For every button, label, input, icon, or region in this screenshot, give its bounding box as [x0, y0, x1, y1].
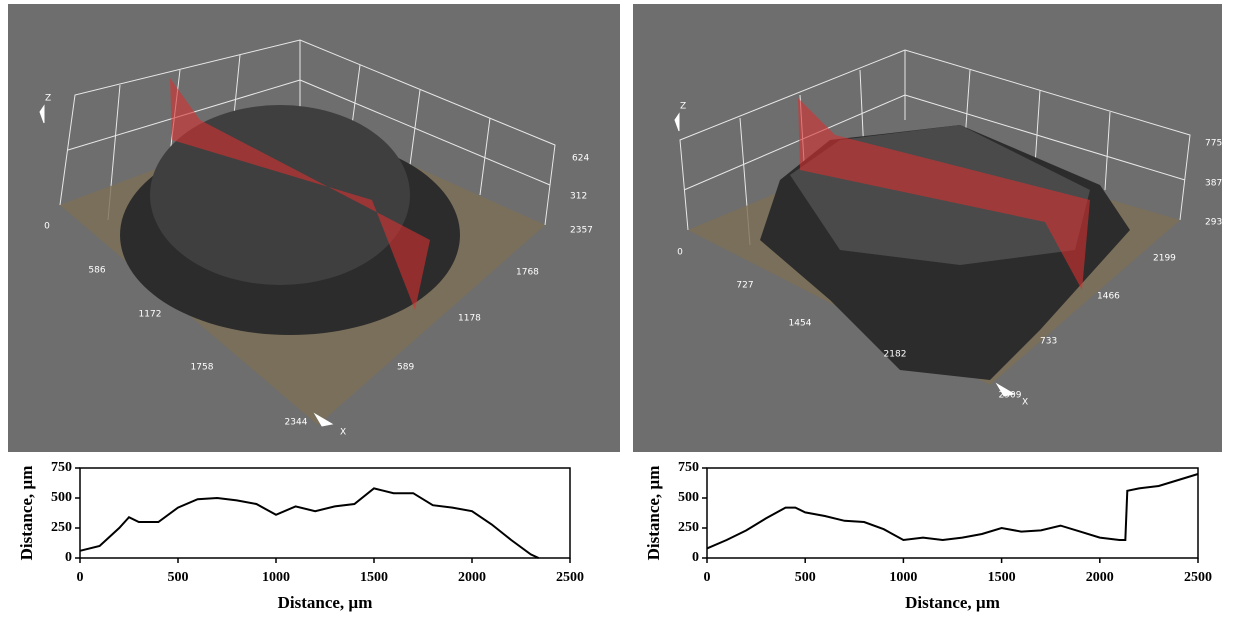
x-axis-title: Distance, µm: [905, 593, 1000, 612]
x-tick-label: 2000: [458, 570, 486, 585]
axis-arrow: [39, 104, 45, 124]
y-tick-label: 250: [678, 520, 699, 535]
y-tick-label: 1178: [458, 314, 481, 324]
axis-arrow: [313, 412, 334, 427]
x-tick-label: 0: [677, 248, 683, 258]
plot-frame: [79, 467, 571, 559]
x-tick-label: 2344: [285, 418, 308, 428]
axis-label: X: [1022, 398, 1028, 408]
x-tick-label: 1000: [889, 570, 917, 585]
y-tick-label: 733: [1040, 337, 1057, 347]
x-tick-label: 0: [44, 222, 50, 232]
x-tick-label: 0: [704, 570, 711, 585]
y-tick-label: 1768: [516, 268, 539, 278]
x-tick-label: 2182: [884, 350, 907, 360]
section-plane: [798, 98, 1090, 290]
z-tick-label: 775: [1205, 139, 1222, 149]
y-tick-label: 1466: [1097, 292, 1120, 302]
axis-label: Z: [45, 94, 51, 104]
y-tick-label: 2357: [570, 226, 593, 236]
y-tick-label: 589: [397, 363, 414, 373]
axis-label: X: [340, 428, 346, 438]
x-tick-label: 2500: [556, 570, 584, 585]
x-tick-label: 1758: [191, 363, 214, 373]
box-grid: [59, 39, 556, 256]
x-tick-label: 727: [736, 281, 753, 291]
x-tick-label: 1500: [360, 570, 388, 585]
x-tick-label: 500: [795, 570, 816, 585]
x-tick-label: 2500: [1184, 570, 1212, 585]
plot-frame: [706, 467, 1199, 559]
x-tick-label: 586: [88, 266, 105, 276]
y-tick-label: 750: [678, 460, 699, 475]
x-axis-title: Distance, µm: [278, 593, 373, 612]
z-tick-label: 624: [572, 154, 589, 164]
profile-line: [79, 487, 540, 559]
x-tick-label: 500: [168, 570, 189, 585]
z-tick-label: 312: [570, 192, 587, 202]
y-tick-label: 750: [51, 460, 72, 475]
x-tick-label: 1454: [789, 319, 812, 329]
y-axis-title: Distance, µm: [644, 466, 663, 561]
y-tick-label: 500: [678, 490, 699, 505]
axis-arrow: [995, 382, 1016, 397]
x-tick-label: 1500: [988, 570, 1016, 585]
y-tick-label: 0: [65, 550, 72, 565]
x-tick-label: 2909: [999, 391, 1022, 401]
y-axis-title: Distance, µm: [17, 466, 36, 561]
y-tick-label: 2933: [1205, 218, 1228, 228]
y-tick-label: 0: [692, 550, 699, 565]
axis-label: Z: [680, 102, 686, 112]
y-tick-label: 250: [51, 520, 72, 535]
x-tick-label: 2000: [1086, 570, 1114, 585]
x-tick-label: 0: [77, 570, 84, 585]
x-tick-label: 1172: [139, 310, 162, 320]
profile-line: [706, 473, 1199, 550]
x-tick-label: 1000: [262, 570, 290, 585]
z-tick-label: 387.5: [1205, 179, 1231, 189]
axis-arrow: [674, 112, 680, 132]
y-tick-label: 2199: [1153, 254, 1176, 264]
y-tick-label: 500: [51, 490, 72, 505]
